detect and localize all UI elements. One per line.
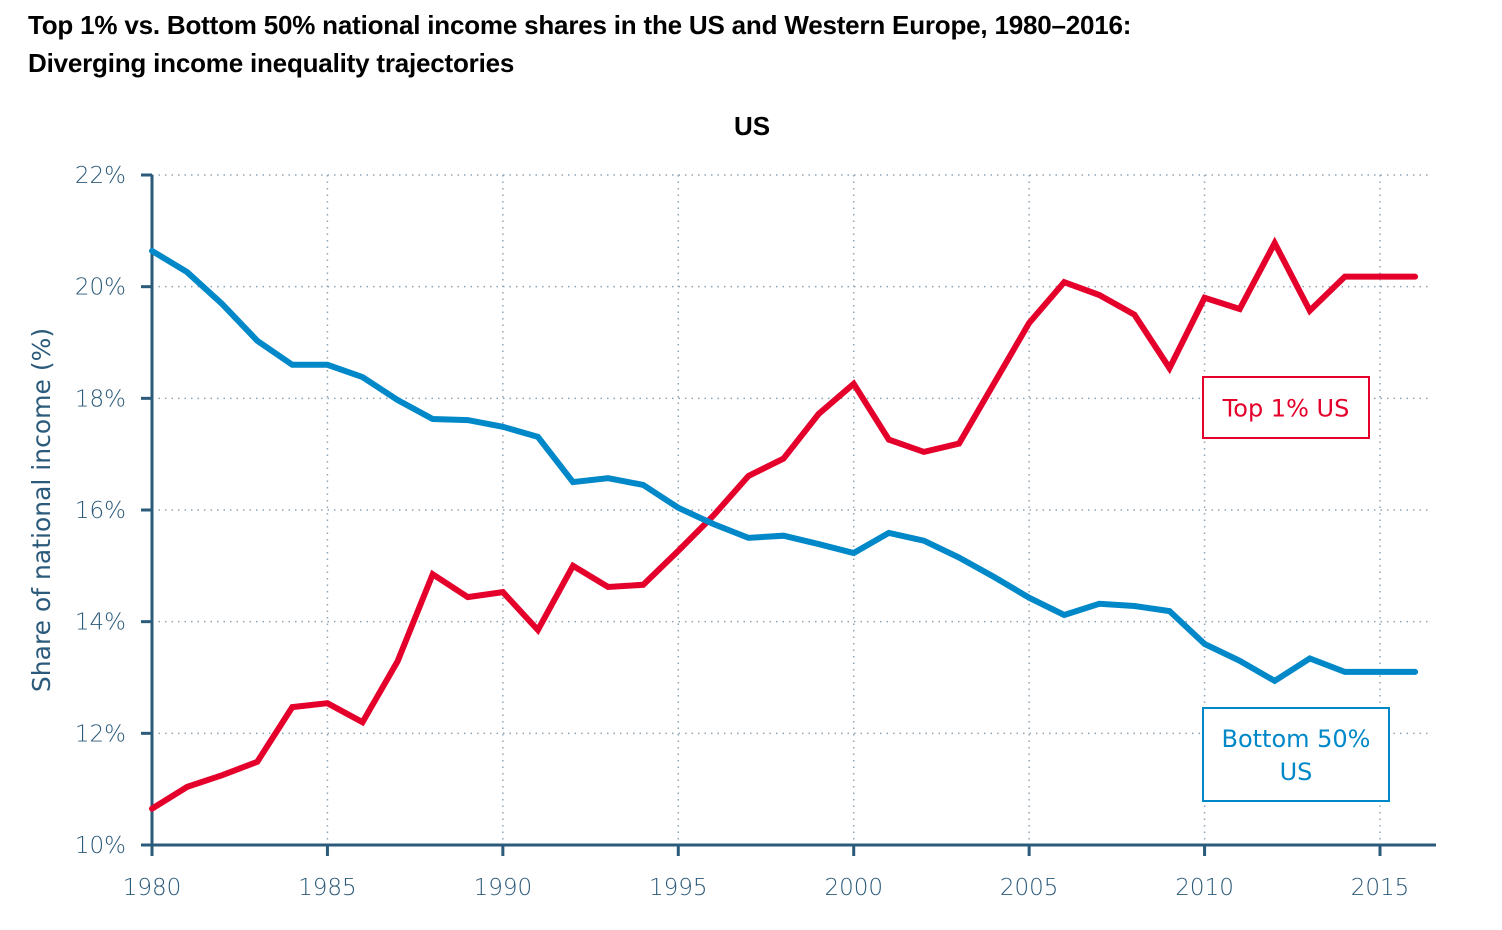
series-lines: [149, 236, 1419, 812]
y-tick-label: 22%: [75, 163, 126, 189]
x-tick-label: 2010: [1175, 875, 1234, 901]
series-label-top-1-us: Top 1% US: [1202, 376, 1370, 439]
chart-title: Top 1% vs. Bottom 50% national income sh…: [28, 6, 1488, 82]
series-label-box: [1202, 707, 1390, 802]
series-label-box: [1202, 376, 1370, 439]
y-tick-label: 14%: [75, 610, 126, 636]
x-tick-label: 1990: [474, 875, 533, 901]
axes: [141, 173, 1436, 856]
x-tick-label: 2000: [824, 875, 883, 901]
tick-labels: 10% 12% 14% 16% 18% 20% 22% 1980 1985 1990 1995 200…: [75, 163, 1409, 901]
y-tick-label: 18%: [75, 386, 126, 412]
series-label-text: US: [1280, 758, 1313, 786]
x-tick-label: 1985: [298, 875, 357, 901]
y-tick-label: 10%: [75, 833, 126, 859]
x-tick-label: 2005: [1000, 875, 1059, 901]
panel-title: US: [734, 111, 770, 141]
x-tick-label: 1995: [649, 875, 708, 901]
x-tick-label: 2015: [1351, 875, 1410, 901]
y-tick-label: 12%: [75, 721, 126, 747]
chart-title-line-1: Top 1% vs. Bottom 50% national income sh…: [28, 10, 1132, 40]
series-label-text: Bottom 50%: [1221, 725, 1370, 753]
series-labels: Top 1% US Bottom 50% US: [1202, 376, 1390, 802]
series-line-bottom-50-us: [149, 247, 1419, 685]
x-tick-label: 1980: [123, 875, 182, 901]
y-tick-label: 20%: [75, 275, 126, 301]
series-line-top-1-us: [149, 236, 1419, 812]
chart-title-line-2: Diverging income inequality trajectories: [28, 48, 515, 78]
series-label-text: Top 1% US: [1222, 395, 1350, 423]
y-tick-label: 16%: [75, 498, 126, 524]
series-label-bottom-50-us: Bottom 50% US: [1202, 707, 1390, 802]
y-axis-label: Share of national income (%): [27, 328, 56, 692]
